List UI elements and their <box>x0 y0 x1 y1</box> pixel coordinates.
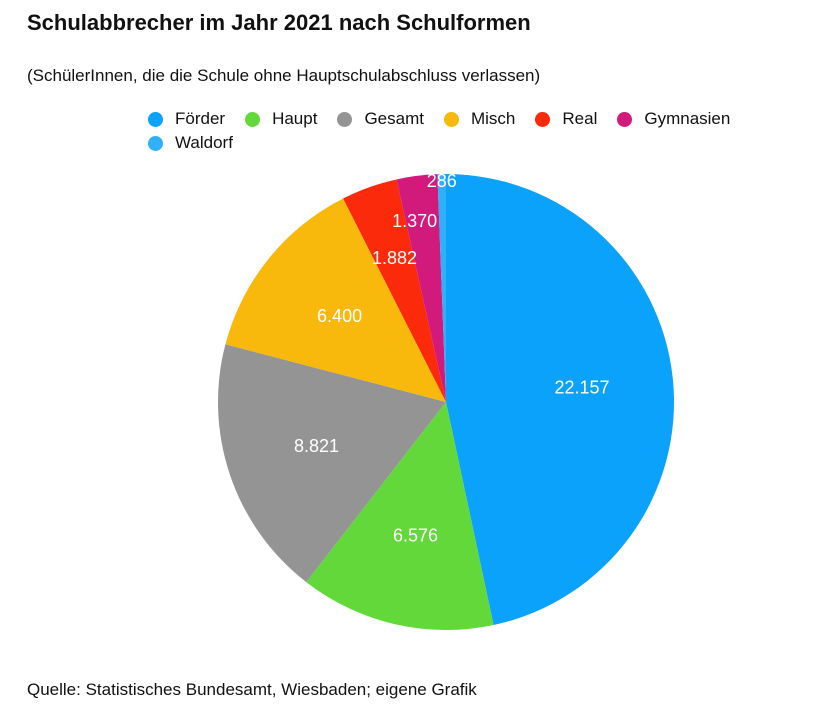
legend-swatch <box>443 111 459 127</box>
data-label-gesamt: 8.821 <box>294 436 339 456</box>
legend-label: Gesamt <box>364 109 424 128</box>
legend-label: Haupt <box>272 109 318 128</box>
legend-swatch <box>617 111 633 127</box>
legend-swatch <box>148 135 163 151</box>
legend-item-haupt: Haupt <box>245 108 317 130</box>
legend-item-gesamt: Gesamt <box>337 108 424 130</box>
data-label-waldorf: 286 <box>427 171 457 191</box>
legend-item-misch: Misch <box>443 108 516 130</box>
data-label-gymnasien: 1.370 <box>392 211 437 231</box>
legend-label: Förder <box>175 109 226 128</box>
pie-slice-real <box>343 179 446 402</box>
chart-subtitle: (SchülerInnen, die die Schule ohne Haupt… <box>27 66 541 85</box>
pie-slice-haupt <box>306 402 494 630</box>
legend-label: Waldorf <box>175 133 233 152</box>
legend-swatch <box>245 111 261 127</box>
legend-label: Gymnasien <box>644 109 731 128</box>
legend-swatch <box>148 111 163 127</box>
legend-item-gymnasien: Gymnasien <box>617 108 730 130</box>
legend-swatch <box>535 111 551 127</box>
legend: Förder Haupt Gesamt Misch Real Gymnasien Waldo… <box>148 108 768 154</box>
legend-label: Misch <box>470 109 516 128</box>
data-label-förder: 22.157 <box>555 378 610 398</box>
legend-swatch <box>337 111 353 127</box>
legend-label: Real <box>562 109 598 128</box>
pie-slice-waldorf <box>437 174 446 402</box>
legend-item-real: Real <box>535 108 597 130</box>
data-label-haupt: 6.576 <box>393 525 438 545</box>
legend-item-waldorf: Waldorf <box>148 132 233 154</box>
pie-slice-gesamt <box>217 344 446 583</box>
data-label-misch: 6.400 <box>317 306 362 326</box>
legend-item-förder: Förder <box>148 108 225 130</box>
pie-slice-förder <box>446 174 674 625</box>
pie-slice-gymnasien <box>396 174 446 402</box>
pie-slice-misch <box>225 198 446 402</box>
chart-title: Schulabbrecher im Jahr 2021 nach Schulfo… <box>27 10 531 35</box>
source-note: Quelle: Statistisches Bundesamt, Wiesbad… <box>27 680 477 699</box>
data-label-real: 1.882 <box>372 248 417 268</box>
